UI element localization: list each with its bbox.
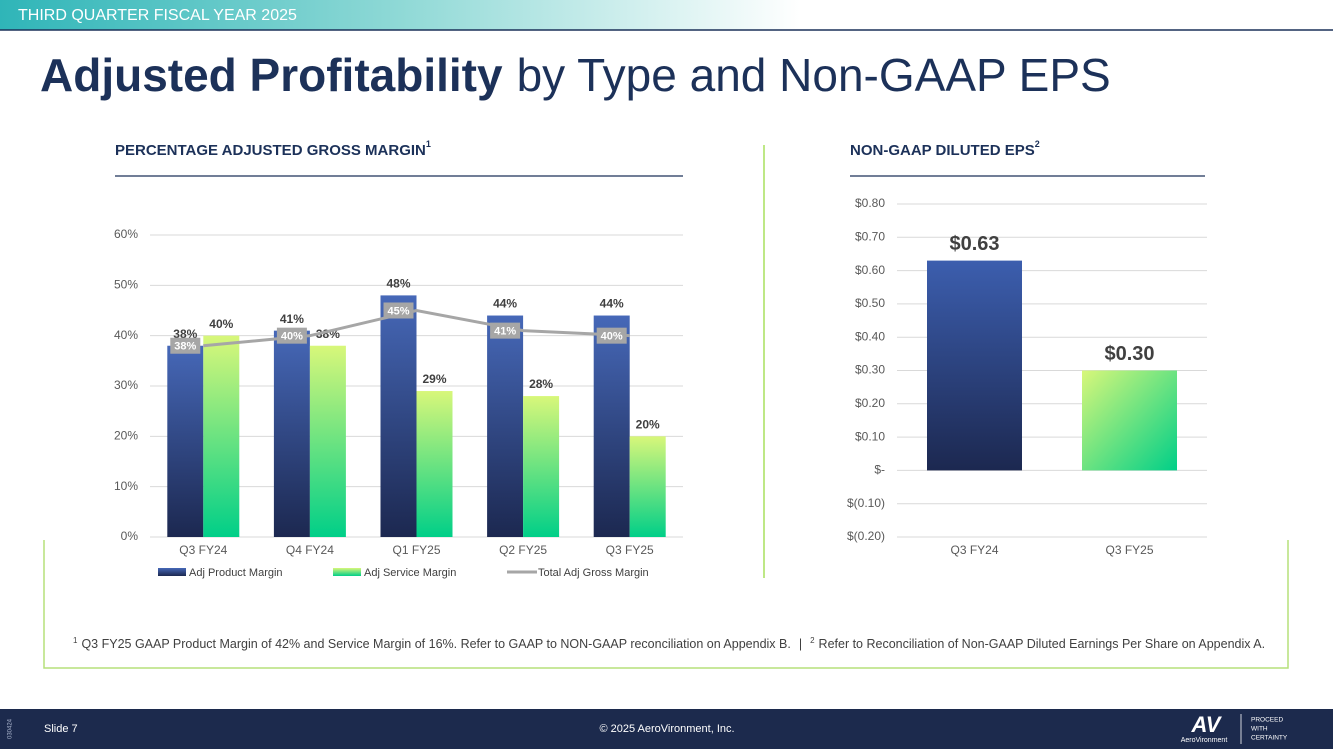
line-label-box: [490, 322, 521, 339]
line-label-box: [276, 327, 307, 344]
frame: [43, 540, 1289, 669]
bar: [203, 335, 240, 537]
logo-brand: AeroVironment: [1181, 737, 1228, 744]
footnote-mark: 1: [73, 636, 78, 645]
tagline: CERTAINTY: [1251, 735, 1288, 742]
y-tick-label: $-: [874, 463, 885, 477]
line-label: 40%: [281, 331, 303, 343]
y-tick-label: $0.20: [855, 396, 885, 410]
y-tick-label: $0.10: [855, 429, 885, 443]
line-label: 40%: [601, 331, 623, 343]
value-label: $0.63: [949, 233, 999, 255]
y-tick-label: 30%: [114, 378, 138, 392]
title-rest: by Type and Non-GAAP EPS: [517, 49, 1111, 101]
x-tick-label: Q3 FY24: [179, 543, 227, 557]
line-label: 41%: [494, 326, 516, 338]
logo-mark: AV: [1191, 712, 1223, 737]
x-tick-label: Q3 FY25: [606, 543, 654, 557]
bar: [416, 391, 453, 537]
footnote-separator: |: [799, 637, 802, 651]
footnote: 1 Q3 FY25 GAAP Product Margin of 42% and …: [73, 636, 1265, 651]
banner: [0, 0, 1333, 30]
chart-title: PERCENTAGE ADJUSTED GROSS MARGIN1: [115, 139, 431, 159]
slide-title: Adjusted Profitability by Type and Non-GA…: [40, 49, 1111, 101]
footnote-mark: 2: [810, 636, 815, 645]
value-label: $0.30: [1104, 343, 1154, 365]
bar: [487, 315, 524, 537]
line-label: 45%: [387, 305, 409, 317]
bar: [380, 295, 417, 537]
bar: [593, 315, 630, 537]
value-label: 38%: [173, 327, 197, 341]
title-bold: Adjusted Profitability: [40, 49, 503, 101]
value-label: 44%: [600, 297, 624, 311]
footer-bar: [0, 709, 1333, 749]
value-label: 20%: [636, 418, 660, 432]
value-label: 28%: [529, 377, 553, 391]
y-tick-label: 40%: [114, 328, 138, 342]
doc-code: 030424: [8, 718, 14, 739]
value-label: 40%: [209, 317, 233, 331]
x-tick-label: Q3 FY25: [1105, 543, 1153, 557]
tagline: PROCEED: [1251, 717, 1283, 724]
slide-number: Slide 7: [44, 723, 78, 735]
value-label: 41%: [280, 312, 304, 326]
footnote-text: Q3 FY25 GAAP Product Margin of 42% and S…: [81, 637, 790, 651]
y-tick-label: 60%: [114, 227, 138, 241]
bar: [167, 345, 204, 537]
copyright: © 2025 AeroVironment, Inc.: [599, 723, 734, 735]
bar: [273, 330, 310, 537]
y-tick-label: $0.50: [855, 296, 885, 310]
legend-swatch: [333, 568, 361, 576]
y-tick-label: 20%: [114, 429, 138, 443]
title-sup: 2: [1035, 139, 1040, 149]
x-tick-label: Q4 FY24: [286, 543, 334, 557]
line-label-box: [170, 337, 201, 354]
total-line: [203, 308, 630, 348]
title-sup: 1: [426, 139, 431, 149]
y-tick-label: $0.40: [855, 329, 885, 343]
x-tick-label: Q3 FY24: [950, 543, 998, 557]
value-label: 44%: [493, 297, 517, 311]
y-tick-label: $0.70: [855, 229, 885, 243]
y-tick-label: $0.60: [855, 263, 885, 277]
bar: [629, 436, 666, 537]
tagline: WITH: [1251, 726, 1268, 733]
bar: [523, 396, 560, 537]
line-label-box: [596, 327, 627, 344]
legend-label: Total Adj Gross Margin: [538, 567, 649, 579]
y-tick-label: $(0.10): [847, 496, 885, 510]
chart-title: NON-GAAP DILUTED EPS2: [850, 139, 1040, 159]
y-tick-label: 10%: [114, 479, 138, 493]
bar: [927, 260, 1022, 471]
y-tick-label: 0%: [121, 529, 139, 543]
y-tick-label: $0.80: [855, 196, 885, 210]
x-tick-label: Q2 FY25: [499, 543, 547, 557]
legend-label: Adj Product Margin: [189, 567, 283, 579]
line-label: 38%: [174, 341, 196, 353]
y-tick-label: $0.30: [855, 363, 885, 377]
value-label: 48%: [386, 277, 410, 291]
chart-title-text: NON-GAAP DILUTED EPS: [850, 142, 1035, 159]
banner-text: THIRD QUARTER FISCAL YEAR 2025: [18, 7, 297, 24]
chart-title-text: PERCENTAGE ADJUSTED GROSS MARGIN: [115, 142, 426, 159]
legend-label: Adj Service Margin: [364, 567, 456, 579]
y-tick-label: $(0.20): [847, 529, 885, 543]
value-label: 29%: [422, 372, 446, 386]
line-label-box: [383, 302, 414, 319]
footnote-text: Refer to Reconciliation of Non-GAAP Dilu…: [819, 637, 1266, 651]
x-tick-label: Q1 FY25: [392, 543, 440, 557]
y-tick-label: 50%: [114, 278, 138, 292]
bar: [309, 345, 346, 537]
legend-swatch: [158, 568, 186, 576]
bar: [1082, 370, 1177, 471]
